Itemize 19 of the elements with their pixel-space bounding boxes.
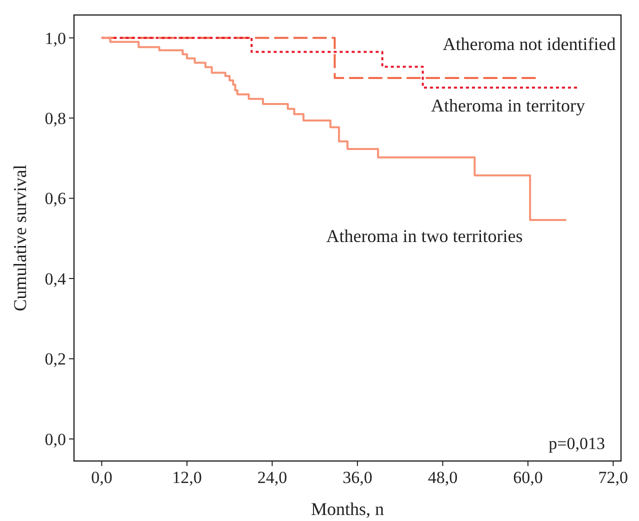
- series-label: Atheroma in territory: [431, 96, 585, 116]
- annotation: p=0,013: [548, 434, 605, 453]
- y-tick-label: 0,6: [44, 189, 66, 208]
- x-tick-label: 36,0: [342, 468, 372, 487]
- x-tick-label: 48,0: [428, 468, 458, 487]
- series-label: Atheroma not identified: [442, 34, 616, 54]
- y-tick-label: 0,4: [44, 269, 66, 288]
- y-tick-label: 0,0: [44, 430, 66, 449]
- x-tick-label: 12,0: [172, 468, 202, 487]
- x-tick-label: 0,0: [91, 468, 112, 487]
- y-tick-label: 1,0: [44, 28, 66, 48]
- x-axis-title: Months, n: [310, 499, 384, 519]
- x-tick-label: 72,0: [598, 468, 628, 487]
- x-tick-label: 24,0: [257, 468, 288, 487]
- series-label: Atheroma in two territories: [326, 226, 523, 246]
- x-tick-label: 60,0: [513, 468, 543, 487]
- y-axis-title: Cumulative survival: [10, 164, 30, 312]
- y-tick-label: 0,2: [44, 350, 66, 369]
- y-tick-label: 0,8: [44, 109, 66, 128]
